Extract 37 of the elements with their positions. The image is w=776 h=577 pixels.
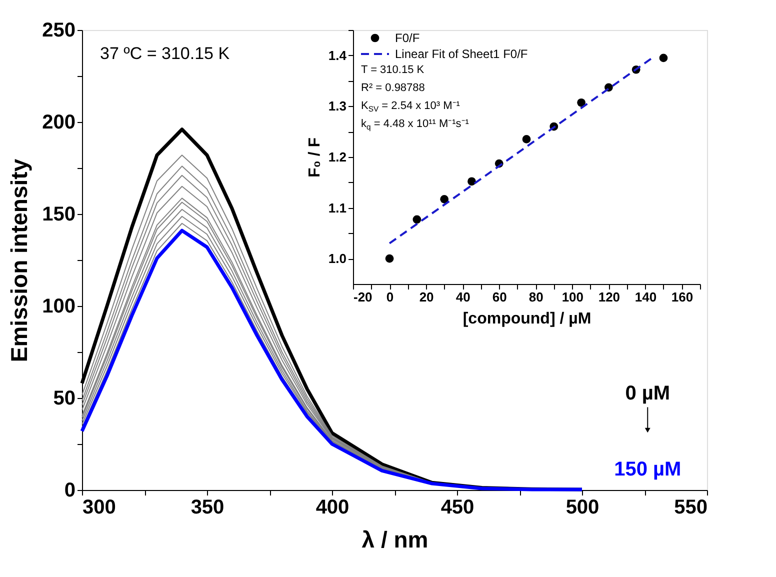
y-tick-label: 1.1 [328, 200, 346, 216]
x-tick-label: 300 [82, 496, 116, 518]
x-tick-label: 350 [190, 496, 224, 518]
x-tick-label: 160 [671, 290, 694, 304]
text: 0 µM [625, 382, 670, 404]
legend-label: Linear Fit of Sheet1 F0/F [395, 47, 528, 61]
x-tick-label: 100 [562, 290, 584, 304]
x-tick-label: 550 [674, 496, 708, 518]
annotation: T = 310.15 K [361, 64, 425, 76]
y-tick-label: 1.4 [328, 48, 348, 63]
annotation: 37 ºC = 310.15 K [100, 44, 230, 63]
y-tick-label: 1.2 [328, 150, 346, 164]
x-tick-label: -20 [354, 290, 372, 304]
x-tick-label: 500 [566, 496, 600, 518]
x-tick-label: 80 [528, 290, 544, 304]
y-tick-label: 200 [42, 112, 76, 134]
x-tick-label: 450 [440, 496, 474, 518]
y-axis-title: F₀ / F [306, 137, 324, 178]
y-tick-label: 0 [64, 480, 76, 502]
x-axis-title: λ / nm [362, 526, 428, 552]
y-tick-label: 1.3 [328, 98, 346, 114]
annotation: R² = 0.98788 [361, 82, 425, 94]
y-tick-label: 250 [42, 20, 76, 42]
y-tick-label: 150 [42, 204, 76, 226]
y-axis-title: Emission intensity [6, 158, 32, 362]
series-label: 150 µM [614, 458, 682, 480]
x-tick-label: 60 [492, 290, 507, 304]
y-tick-label: 1.0 [328, 251, 346, 266]
x-axis-title: [compound] / µM [462, 310, 592, 328]
x-tick-label: 120 [598, 290, 620, 304]
x-tick-label: 0 [386, 290, 394, 304]
y-tick-label: 50 [53, 388, 76, 410]
x-tick-label: 20 [419, 290, 434, 304]
x-tick-label: 400 [316, 496, 350, 518]
legend-label: F0/F [395, 31, 420, 45]
x-tick-label: 140 [634, 290, 657, 304]
x-tick-label: 40 [456, 290, 470, 304]
